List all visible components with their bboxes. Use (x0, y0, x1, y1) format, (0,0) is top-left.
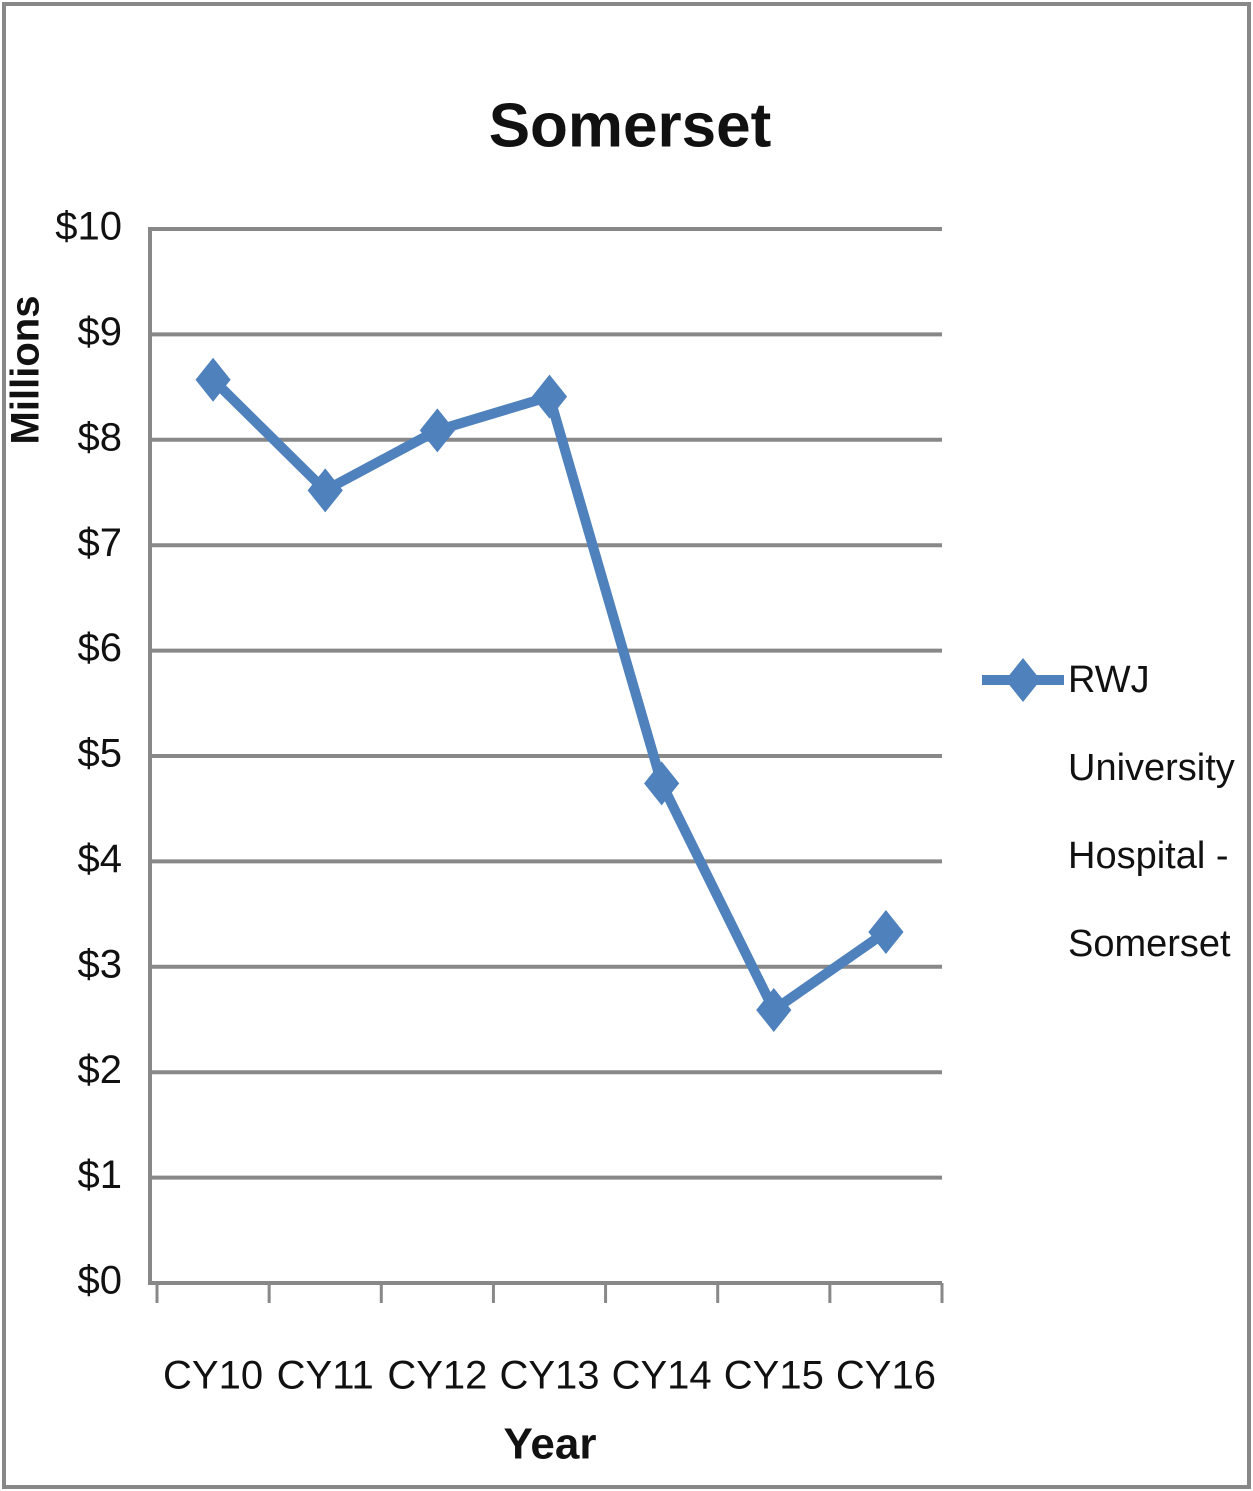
data-point (756, 988, 792, 1033)
legend-marker (1005, 658, 1041, 702)
y-axis-label: Millions (4, 296, 48, 445)
y-tick-label: $1 (78, 1153, 123, 1197)
y-tick-label: $5 (78, 732, 123, 776)
chart-title: Somerset (489, 91, 772, 160)
y-tick-label: $7 (78, 521, 123, 565)
y-tick-label: $9 (78, 310, 123, 354)
y-tick-label: $2 (78, 1048, 123, 1092)
x-axis-label: Year (504, 1420, 597, 1469)
legend-entry: RWJ University Hospital - Somerset (1068, 659, 1235, 965)
y-tick-label: $10 (55, 205, 122, 249)
data-point (307, 468, 343, 513)
data-point (868, 910, 904, 955)
y-tick-label: $8 (78, 415, 123, 459)
y-tick-label: $4 (78, 837, 123, 881)
x-tick-label: CY10 (163, 1354, 263, 1398)
y-tick-label: $0 (78, 1259, 123, 1303)
x-tick-label: CY14 (612, 1354, 712, 1398)
y-tick-label: $3 (78, 942, 123, 986)
x-tick-label: CY15 (724, 1354, 824, 1398)
x-tick-label: CY16 (836, 1354, 936, 1398)
x-tick-label: CY13 (499, 1354, 599, 1398)
y-tick-label: $6 (78, 626, 123, 670)
data-point (644, 761, 680, 806)
data-point (419, 408, 455, 453)
legend-label: RWJ University Hospital - Somerset (1068, 659, 1235, 965)
x-tick-label: CY12 (387, 1354, 487, 1398)
x-tick-label: CY11 (277, 1354, 374, 1398)
data-point (531, 374, 568, 419)
data-point (195, 357, 231, 402)
